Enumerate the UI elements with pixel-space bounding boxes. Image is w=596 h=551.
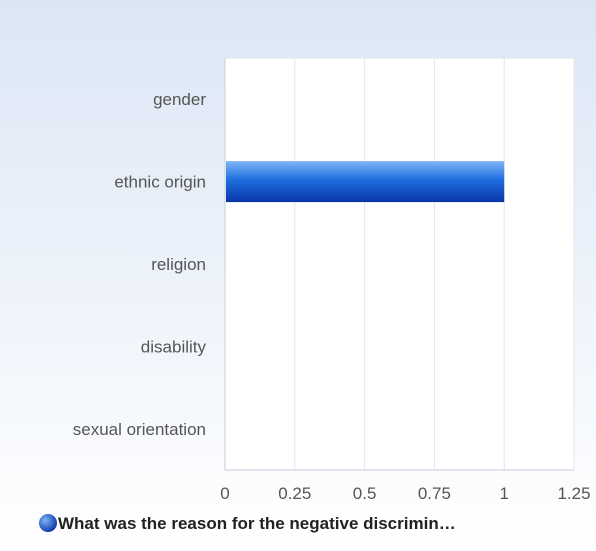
- category-label: religion: [151, 255, 206, 274]
- category-label: ethnic origin: [114, 173, 206, 192]
- gridlines: [294, 58, 575, 470]
- bars: [226, 161, 505, 203]
- x-tick-label: 1: [499, 484, 508, 503]
- x-tick-label: 0: [220, 484, 229, 503]
- x-tick-label: 1.25: [557, 484, 590, 503]
- plot-area: [225, 58, 574, 470]
- x-tick-label: 0.5: [353, 484, 377, 503]
- bar[interactable]: [226, 161, 505, 203]
- legend-label[interactable]: What was the reason for the negative dis…: [58, 514, 456, 533]
- axes: [224, 57, 575, 471]
- category-label: disability: [141, 337, 207, 356]
- category-label: gender: [153, 90, 206, 109]
- legend[interactable]: What was the reason for the negative dis…: [39, 514, 456, 533]
- x-tick-label: 0.75: [418, 484, 451, 503]
- x-tick-labels: 0 0.25 0.5 0.75 1 1.25: [220, 484, 590, 503]
- x-tick-label: 0.25: [278, 484, 311, 503]
- category-label: sexual orientation: [73, 420, 206, 439]
- legend-marker[interactable]: [39, 514, 57, 532]
- category-labels: gender ethnic origin religion disability sex…: [73, 90, 207, 439]
